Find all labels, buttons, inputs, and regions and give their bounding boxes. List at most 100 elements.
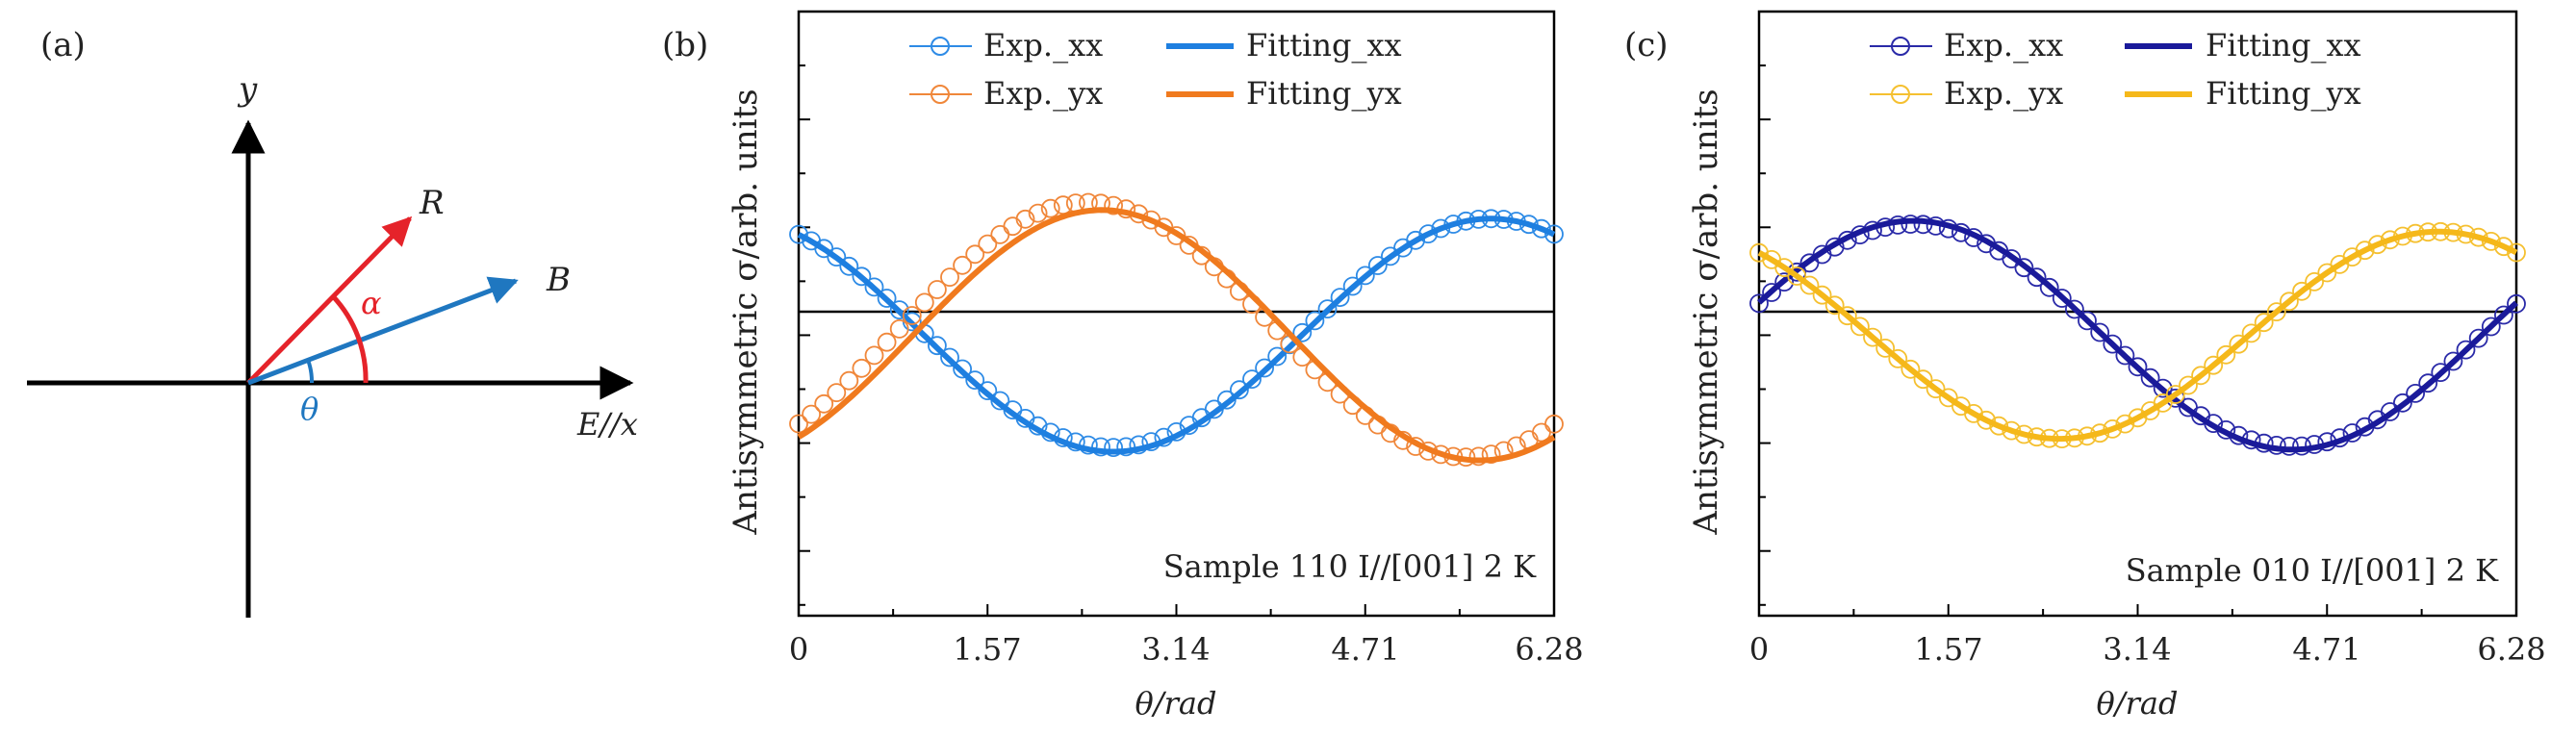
data-point: [839, 370, 859, 391]
data-point: [953, 359, 972, 379]
data-point: [1406, 230, 1425, 250]
data-point: [1787, 266, 1807, 286]
data-point: [2216, 344, 2236, 365]
data-point: [978, 381, 998, 401]
data-point: [2229, 334, 2249, 354]
data-point: [2052, 289, 2072, 308]
x-tick-label: 4.71: [2292, 631, 2360, 668]
data-point: [2078, 311, 2097, 331]
data-point: [940, 347, 959, 368]
data-point: [2002, 249, 2022, 268]
panel-c-chart: (c) Antisymmetric σ/arb. units 0 1.57 3.…: [1624, 10, 2546, 722]
panel-c-xlabel: θ/rad: [2097, 685, 2179, 722]
data-point: [1015, 209, 1035, 229]
data-point: [2481, 317, 2501, 337]
data-point: [2165, 385, 2185, 404]
legend-label: Exp._yx: [1944, 75, 2063, 112]
data-point: [1913, 369, 1933, 390]
data-point: [1977, 410, 1997, 430]
data-point: [1762, 283, 1781, 302]
data-point: [1104, 195, 1123, 215]
data-point: [1468, 446, 1489, 467]
data-point: [1104, 438, 1123, 458]
data-point: [2468, 328, 2488, 348]
data-point: [2115, 345, 2135, 366]
panel-b-tick-labels: 0 1.57 3.14 4.71 6.28: [789, 631, 1584, 668]
data-point: [814, 393, 834, 414]
data-point: [877, 289, 897, 308]
data-point: [2090, 322, 2110, 342]
legend-label: Exp._xx: [983, 27, 1103, 63]
data-point: [2493, 305, 2513, 325]
data-point: [1003, 216, 1023, 237]
data-point: [1091, 437, 1110, 457]
panel-c-legend: Exp._xx Fitting_xx Exp._yx Fitting_yx: [1870, 27, 2361, 112]
x-tick-label: 1.57: [1914, 631, 1982, 668]
data-point: [1812, 285, 1832, 305]
data-point: [827, 383, 847, 403]
legend-marker-circle: [931, 37, 950, 56]
data-point: [2115, 414, 2135, 434]
data-point: [2204, 355, 2224, 375]
data-point: [1305, 311, 1325, 331]
panel-c-series: [1749, 215, 2526, 456]
data-point: [953, 255, 972, 275]
data-point: [852, 358, 872, 378]
panel-b-ylabel: Antisymmetric σ/arb. units: [727, 89, 765, 535]
data-point: [1875, 338, 1896, 358]
data-point: [2064, 299, 2084, 319]
legend-label: Exp._yx: [983, 75, 1103, 112]
data-point: [1242, 369, 1262, 390]
x-tick-label: 6.28: [2477, 631, 2545, 668]
data-point: [789, 414, 808, 434]
panel-b-annotation: Sample 110 I//[001] 2 K: [1163, 548, 1537, 585]
data-point: [1481, 444, 1501, 465]
data-point: [2493, 237, 2513, 257]
panel-b-xlabel: θ/rad: [1135, 685, 1217, 722]
data-point: [2153, 378, 2173, 398]
data-point: [1330, 288, 1350, 308]
data-point: [789, 224, 808, 244]
legend-label: Exp._xx: [1944, 27, 2063, 63]
data-point: [1292, 322, 1313, 342]
data-point: [1053, 195, 1073, 215]
data-point: [2418, 373, 2438, 393]
data-point: [2191, 366, 2211, 386]
data-point: [864, 277, 884, 297]
data-point: [1900, 359, 1921, 379]
data-point: [852, 266, 872, 287]
data-point: [2179, 375, 2198, 395]
x-tick-label: 6.28: [1515, 631, 1583, 668]
data-point: [2305, 271, 2325, 291]
panel-a-diagram: (a) y E//x R B α θ: [27, 26, 638, 618]
fit-line-fitting-yx: [797, 207, 1556, 464]
x-tick-label: 4.71: [1331, 631, 1399, 668]
fit-line-fitting-xx: [797, 215, 1556, 455]
legend-marker-circle: [1891, 85, 1910, 104]
data-point: [1317, 299, 1338, 319]
fit-line-fitting-yx: [1757, 228, 2518, 443]
x-axis-label: E//x: [576, 406, 638, 443]
data-point: [1355, 266, 1375, 286]
data-point: [1850, 317, 1870, 337]
data-point: [2103, 334, 2123, 354]
data-point: [1863, 327, 1882, 347]
data-point: [1230, 380, 1249, 400]
vector-B-arrow: [247, 276, 519, 386]
data-point: [2140, 368, 2160, 388]
data-point: [1824, 295, 1845, 316]
panel-c-ticks: [1758, 11, 2517, 616]
data-point: [914, 292, 934, 313]
data-point: [889, 300, 909, 320]
data-point: [2355, 241, 2375, 261]
data-point: [1749, 293, 1769, 314]
data-point: [940, 267, 959, 288]
data-point: [1837, 306, 1857, 326]
legend-marker-circle: [1891, 37, 1910, 56]
data-point: [889, 318, 909, 339]
data-point: [2027, 267, 2047, 288]
panel-b-series: [789, 192, 1564, 468]
data-point: [928, 336, 947, 356]
data-point: [2456, 340, 2476, 360]
x-tick-label: 0: [1749, 631, 1769, 668]
